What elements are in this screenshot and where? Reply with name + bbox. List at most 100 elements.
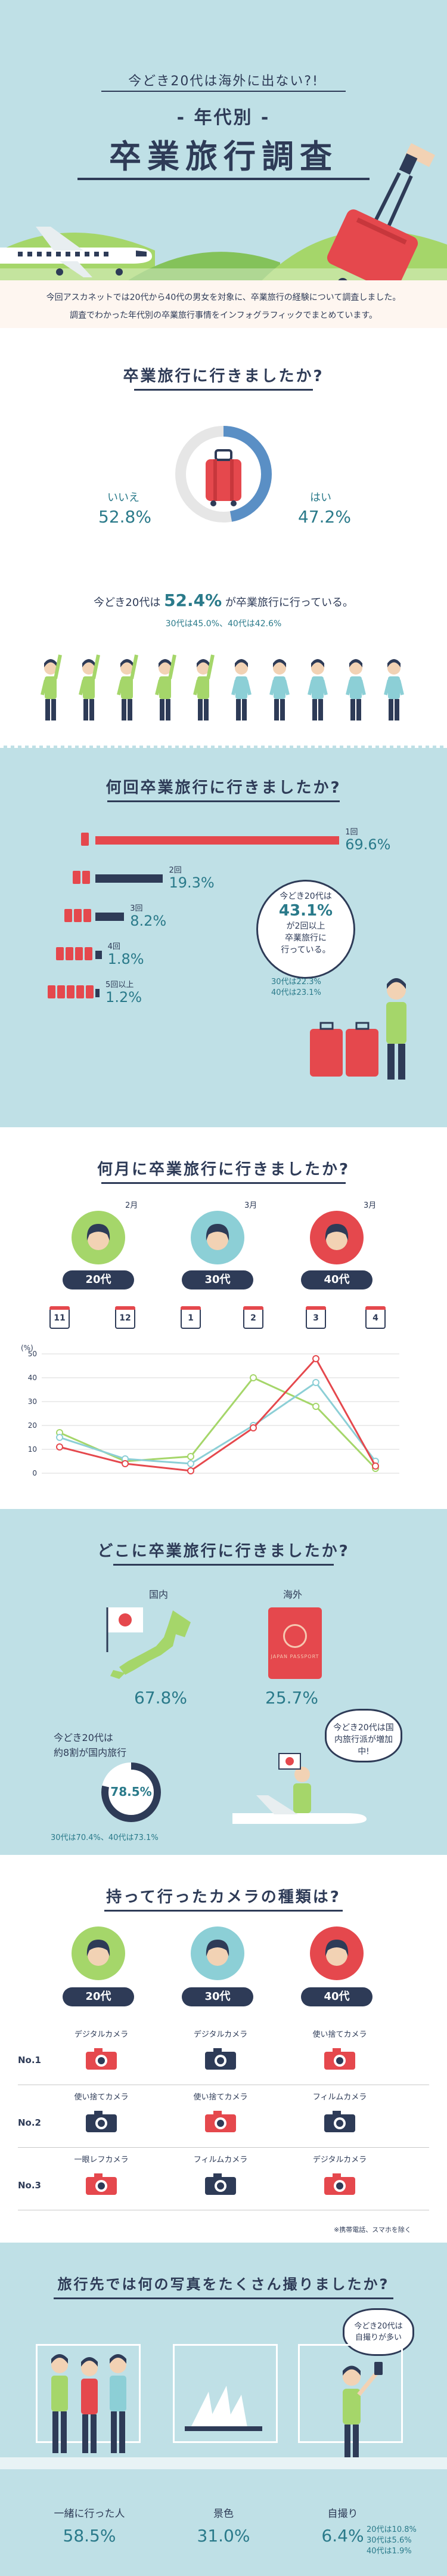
q1-title-underline <box>134 389 313 391</box>
face-icon <box>86 1940 110 1966</box>
photo-subject-label: 自撮り <box>327 2508 358 2520</box>
intro-line-2: 調査でわかった年代別の卒業旅行事情をインフォグラフィックでまとめています。 <box>70 311 377 320</box>
q3-age-row: 2月 20代 3月 30代 3月 40代 <box>54 1199 393 1306</box>
q6-ground <box>0 2457 447 2469</box>
count-bar-label: 4回 <box>107 942 120 951</box>
q3-title: 何月に卒業旅行に行きましたか? <box>97 1161 350 1179</box>
age-avatar <box>72 1926 125 1980</box>
camera-icon <box>324 2048 355 2070</box>
person-figure <box>384 659 404 720</box>
rank-label: No.2 <box>18 2117 41 2128</box>
q4-section: どこに卒業旅行に行きましたか? 国内 67.8% 海外 JAPAN PASSPO… <box>0 1509 447 1855</box>
calendar-icon: 1 <box>181 1306 201 1329</box>
person-figure <box>231 659 252 720</box>
age-pill: 20代 <box>63 1987 134 2006</box>
q2-callout-sub1: 30代は22.3% <box>271 978 321 987</box>
q2-section: 何回卒業旅行に行きましたか? 1回 69.6% 2回 19.3% 3回 8.2% 4回 1.8… <box>0 746 447 1127</box>
person-figure <box>41 654 62 720</box>
person-figure <box>79 654 100 720</box>
q3-section: 何月に卒業旅行に行きましたか? 2月 20代 3月 30代 3月 40代 11 12 1 2 3 4… <box>0 1127 447 1509</box>
y-tick-label: 10 <box>28 1445 37 1454</box>
q1-summary: 今どき20代は 52.4% が卒業旅行に行っている。 <box>0 590 447 610</box>
camera-icon <box>86 2111 117 2132</box>
q1-summary-sub: 30代は45.0%、40代は42.6% <box>165 619 282 629</box>
q5-title-underline <box>104 1910 343 1912</box>
page-title: 卒業旅行調査 <box>109 138 338 175</box>
opera-house-illustration <box>185 2386 262 2431</box>
mini-suitcase-icon <box>73 871 80 884</box>
domestic-percent: 67.8% <box>134 1688 187 1708</box>
face-icon <box>325 1224 349 1250</box>
q1-donut-chart <box>175 426 272 522</box>
mini-suitcase-icon <box>75 947 83 960</box>
q4-title-underline <box>113 1564 334 1566</box>
intro-box: 今回アスカネットでは20代から40代の男女を対象に、卒業旅行の経験について調査し… <box>0 280 447 328</box>
age-pill: 30代 <box>182 1987 253 2006</box>
mini-suitcase-icon <box>48 985 55 998</box>
selfie-sub-3: 40代は1.9% <box>367 2547 412 2556</box>
series-line <box>59 1357 377 1472</box>
q5-title: 持って行ったカメラの種類は? <box>106 1888 341 1906</box>
mini-suitcase-icon <box>74 909 82 922</box>
data-point <box>312 1355 319 1362</box>
count-bar <box>95 913 125 921</box>
q1-section: 卒業旅行に行きましたか? いいえ 52.8% はい 47.2% 今どき20代は … <box>0 328 447 746</box>
person-figure <box>155 654 176 720</box>
group-people-illustration <box>51 2354 126 2453</box>
q2-callout: 今どき20代は 43.1% が2回以上 卒業旅行に 行っている。 <box>256 880 355 979</box>
y-tick-label: 30 <box>28 1397 37 1406</box>
mini-suitcase-icon <box>86 985 94 998</box>
mini-suitcase-icon <box>82 871 90 884</box>
count-bar-percent: 19.3% <box>169 874 215 891</box>
q6-title-underline <box>54 2297 393 2299</box>
count-bar <box>95 836 340 845</box>
q2-callout-sub2: 40代は23.1% <box>271 988 321 997</box>
q2-bar-chart: 1回 69.6% 2回 19.3% 3回 8.2% 4回 1.8% 5回以上 1.2% <box>48 828 429 1020</box>
calendar-icon: 3 <box>306 1306 326 1329</box>
count-bar-percent: 8.2% <box>130 913 167 929</box>
q6-section: 旅行先では何の写真をたくさん撮りましたか? 今どき20代は自撮りが多い 一緒に行… <box>0 2243 447 2576</box>
data-point <box>122 1460 129 1467</box>
count-bar <box>95 874 163 883</box>
person-figure <box>308 659 328 720</box>
series-line <box>59 1381 377 1465</box>
passport-icon: JAPAN PASSPORT <box>268 1607 322 1679</box>
calendar-month: 12 <box>119 1313 131 1323</box>
mini-suitcase-icon <box>85 947 92 960</box>
mini-suitcase-icon <box>66 947 73 960</box>
y-tick-label: 50 <box>28 1350 37 1358</box>
japan-map-icon <box>106 1607 191 1679</box>
camera-icon <box>324 2173 355 2195</box>
mini-suitcase-icon <box>57 985 65 998</box>
selfie-sub-2: 30代は5.6% <box>367 2536 412 2545</box>
person-figure <box>346 659 366 720</box>
calendar-month: 3 <box>313 1313 319 1323</box>
count-bar <box>95 989 100 997</box>
data-point <box>187 1453 194 1460</box>
q4-summary-sub: 30代は70.4%、40代は73.1% <box>51 1833 159 1842</box>
q2-callout-l1: 今どき20代は <box>280 892 332 901</box>
photo-subject-percent: 6.4% <box>321 2526 364 2546</box>
calendar-icon: 2 <box>243 1306 263 1329</box>
camera-icon <box>86 2048 117 2070</box>
suitcase-illustration <box>327 143 435 298</box>
age-avatar <box>191 1211 244 1264</box>
mini-suitcase-icon <box>64 909 72 922</box>
camera-label: 使い捨てカメラ <box>193 2093 248 2102</box>
q4-title: どこに卒業旅行に行きましたか? <box>97 1542 350 1560</box>
q2-callout-l4: 行っている。 <box>281 945 331 955</box>
age-avatar <box>72 1211 125 1264</box>
header-section: 今どき20代は海外に出ない?! - 年代別 - 卒業旅行調査 今 <box>0 0 447 328</box>
q3-calendar-row: 11 12 1 2 3 4 <box>0 1306 447 1336</box>
camera-icon <box>324 2111 355 2132</box>
calendar-icon: 11 <box>49 1306 70 1329</box>
count-bar-percent: 1.2% <box>105 989 142 1006</box>
photo-subject-label: 景色 <box>213 2508 234 2520</box>
photo-subject-label: 一緒に行った人 <box>54 2508 125 2520</box>
count-bar-label: 1回 <box>345 828 358 837</box>
age-pill: 20代 <box>63 1270 134 1289</box>
q2-title: 何回卒業旅行に行きましたか? <box>105 779 342 797</box>
data-point <box>56 1443 63 1451</box>
q1-summary-pre: 今どき20代は <box>93 596 161 609</box>
series-line <box>59 1377 377 1470</box>
